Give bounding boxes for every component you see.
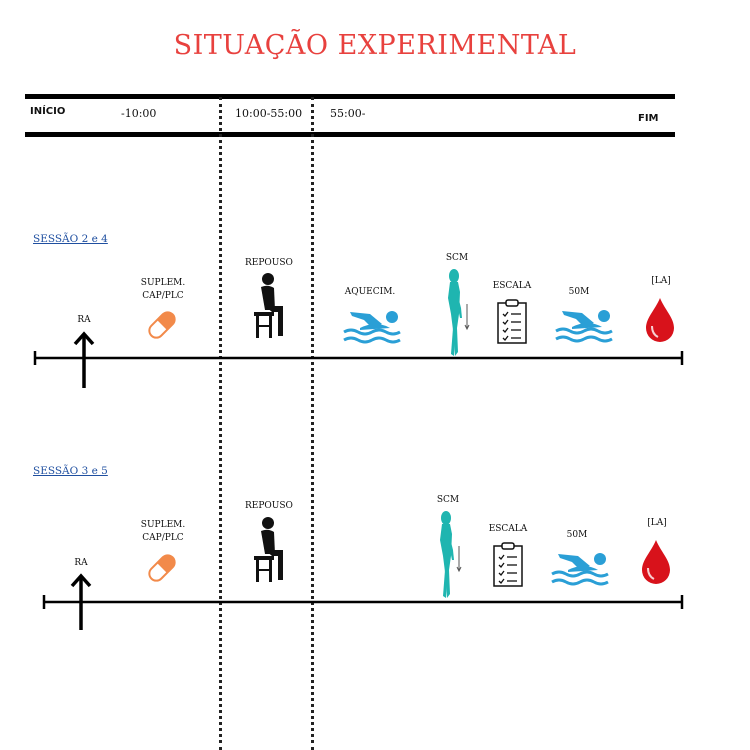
clipboard-icon [493, 542, 523, 587]
page-title: SITUAÇÃO EXPERIMENTAL [173, 30, 577, 61]
session-2-50m-label: 50M [566, 530, 588, 540]
swimmer-icon [343, 311, 401, 344]
divider-2 [311, 97, 314, 750]
header-time-3: 55:00- [330, 107, 366, 120]
suplem-line-2: CAP/PLC [142, 291, 184, 301]
blood-drop-icon [642, 540, 670, 584]
header-end: FIM [638, 113, 659, 124]
capsule-icon [148, 554, 176, 582]
seated-person-icon [254, 517, 283, 582]
capsule-icon [148, 311, 176, 339]
divider-1 [219, 97, 222, 750]
suplem-line-2: CAP/PLC [142, 533, 184, 543]
session-2-scm-label: SCM [436, 495, 460, 505]
suplem-line-1: SUPLEM. [140, 278, 186, 288]
session-1-la-label: [LA] [651, 276, 671, 286]
clipboard-icon [497, 299, 527, 344]
session-2-repouso-label: REPOUSO [245, 501, 293, 511]
session-1-escala-label: ESCALA [492, 281, 532, 291]
header-start: INÍCIO [30, 106, 66, 117]
session-1-50m-label: 50M [568, 287, 590, 297]
seated-person-icon [254, 273, 283, 338]
session-1-ra-label: RA [77, 315, 91, 325]
session-1-aquecim-label: AQUECIM. [344, 287, 396, 297]
header-time-2: 10:00-55:00 [235, 107, 303, 120]
session-2-suplem-label: SUPLEM. CAP/PLC [136, 519, 190, 545]
session-1-label: SESSÃO 2 e 4 [33, 233, 108, 245]
suplem-line-1: SUPLEM. [140, 520, 186, 530]
header-time-1: -10:00 [121, 107, 157, 120]
swimmer-icon [555, 310, 613, 343]
session-1-repouso-label: REPOUSO [245, 258, 293, 268]
session-1-scm-label: SCM [445, 253, 469, 263]
session-2-escala-label: ESCALA [488, 524, 528, 534]
arrow-up-icon [73, 331, 95, 388]
standing-body-icon [448, 269, 470, 356]
arrow-up-icon [70, 573, 92, 630]
header-bottom-line [25, 132, 675, 137]
session-1-suplem-label: SUPLEM. CAP/PLC [136, 277, 190, 303]
swimmer-icon [551, 553, 609, 586]
blood-drop-icon [646, 298, 674, 342]
session-2-ra-label: RA [74, 558, 88, 568]
session-2-la-label: [LA] [647, 518, 667, 528]
standing-body-icon [440, 511, 462, 598]
session-2-label: SESSÃO 3 e 5 [33, 465, 108, 477]
header-top-line [25, 94, 675, 99]
